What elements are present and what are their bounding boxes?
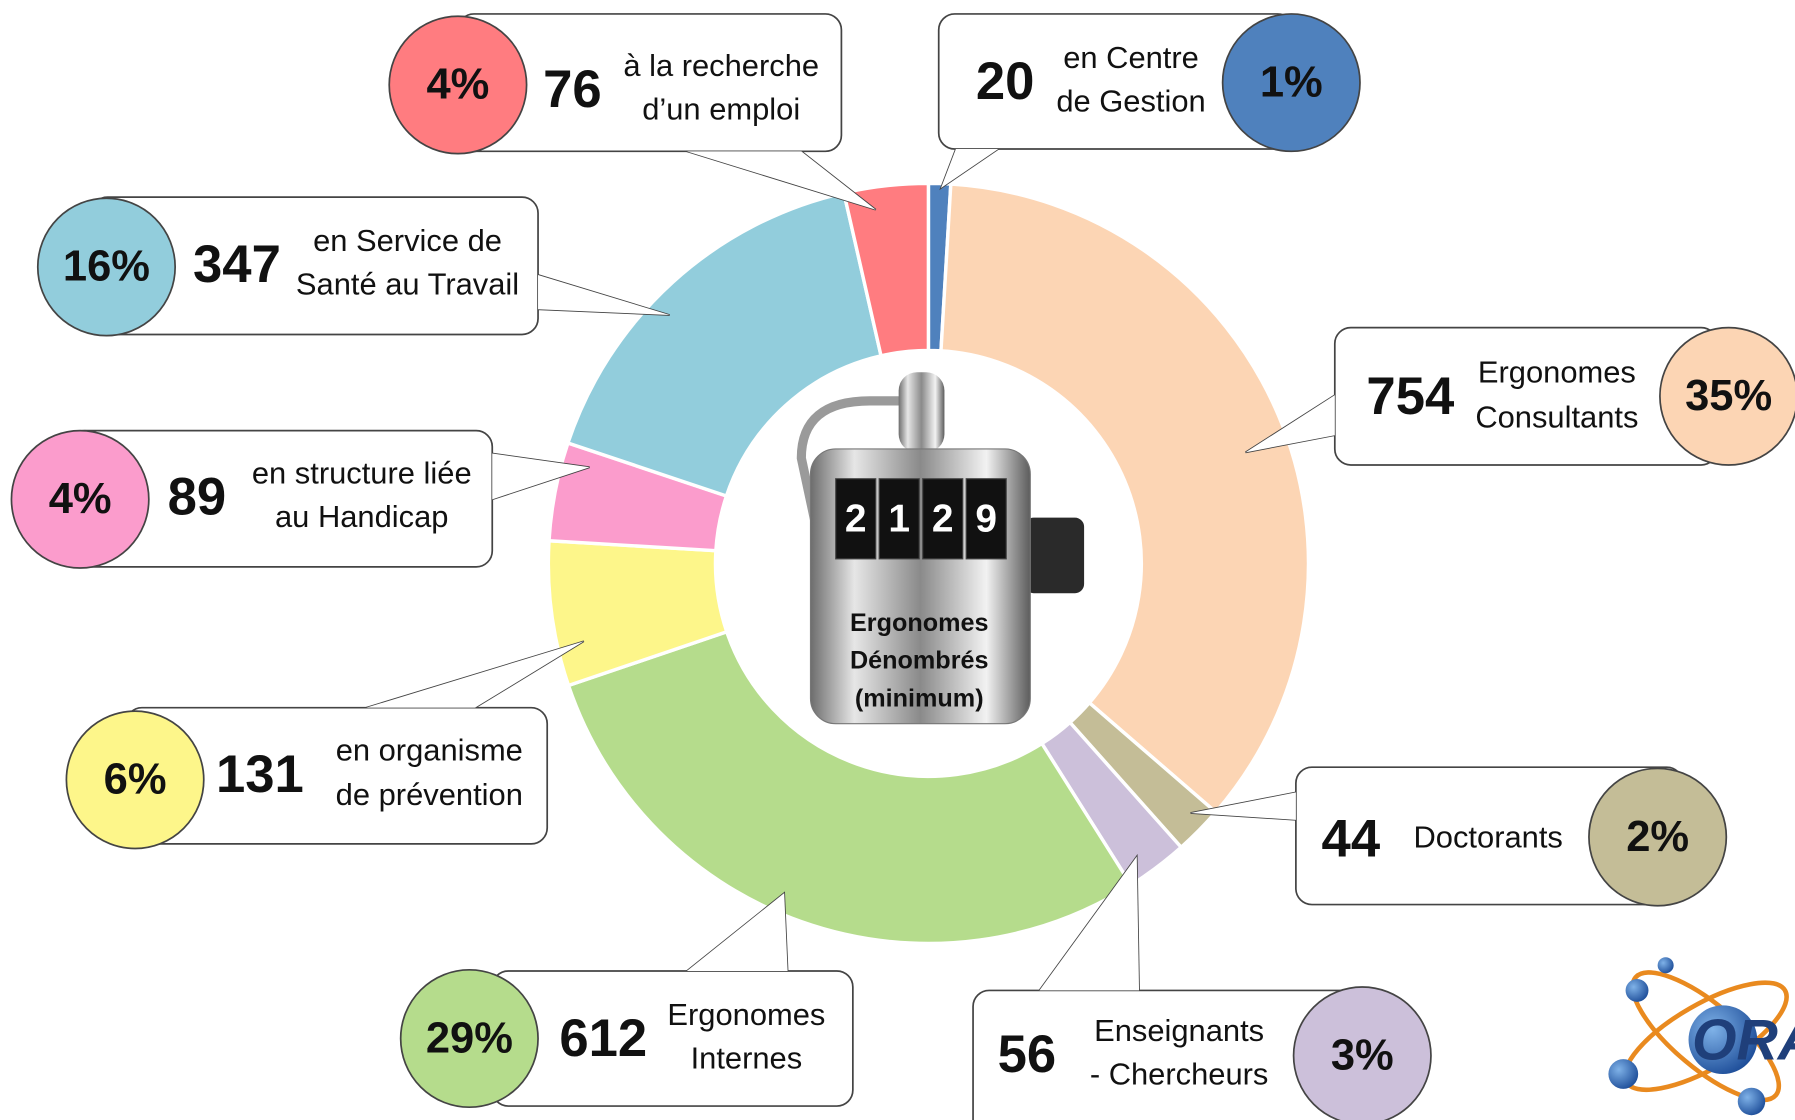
category-label: Santé au Travail — [296, 267, 519, 302]
counter-window — [835, 478, 877, 560]
donut-slice — [565, 190, 884, 499]
share-circle — [65, 710, 205, 850]
share-label: 2% — [1626, 813, 1689, 861]
callout: 35% 754 Ergonomes Consultants — [1245, 326, 1795, 466]
category-label: d’un emploi — [642, 91, 800, 126]
counter-window — [965, 478, 1007, 560]
share-label: 1% — [1260, 58, 1323, 106]
share-circle — [388, 15, 528, 155]
logo-electron — [1608, 1059, 1639, 1089]
value-label: 20 — [976, 52, 1035, 111]
category-label: de prévention — [336, 777, 523, 812]
category-label: Doctorants — [1414, 819, 1563, 854]
callouts: 1% 20 en Centre de Gestion 35% 754 Ergonomes Co… — [10, 13, 1795, 1120]
callout-pointer-join — [1039, 856, 1140, 991]
callout: 4% 76 à la recherche d’un emploi — [388, 13, 877, 211]
category-label: en structure liée — [252, 455, 472, 490]
share-circle — [1659, 326, 1795, 466]
callout: 4% 89 en structure liée au Handicap — [10, 429, 590, 569]
value-label: 76 — [543, 60, 602, 119]
value-label: 754 — [1366, 367, 1454, 426]
value-label: 131 — [216, 745, 304, 804]
callout: 6% 131 en organisme de prévention — [65, 640, 585, 850]
counter-digit: 2 — [932, 497, 954, 540]
logo-text: ORA — [1692, 1008, 1795, 1072]
share-label: 35% — [1685, 372, 1772, 420]
callout: 2% 44 Doctorants — [1190, 766, 1728, 907]
category-label: à la recherche — [623, 48, 819, 83]
category-label: au Handicap — [275, 499, 448, 534]
callout: 1% 20 en Centre de Gestion — [937, 13, 1361, 191]
category-label: Internes — [691, 1040, 803, 1075]
value-label: 44 — [1322, 810, 1381, 869]
category-label: Ergonomes — [1478, 355, 1636, 390]
callout-pointer-join — [941, 149, 999, 188]
category-label: Consultants — [1475, 399, 1638, 434]
callout-pointer-join — [492, 453, 590, 500]
center-label: Ergonomes — [850, 609, 988, 637]
share-label: 29% — [426, 1014, 513, 1062]
logo-nucleus — [1688, 1005, 1758, 1075]
callout-pointer-join — [1245, 395, 1335, 453]
share-label: 4% — [426, 61, 489, 109]
category-label: de Gestion — [1056, 83, 1205, 118]
counter-digit: 1 — [888, 497, 910, 540]
category-label: en Service de — [313, 223, 502, 258]
center-label: (minimum) — [855, 684, 984, 712]
share-label: 16% — [63, 243, 150, 291]
value-label: 612 — [559, 1009, 647, 1068]
category-label: - Chercheurs — [1090, 1056, 1269, 1091]
counter-window — [878, 478, 920, 560]
share-label: 3% — [1331, 1031, 1394, 1079]
share-circle — [36, 197, 177, 337]
callout-pointer-join — [538, 274, 670, 316]
share-circle — [1292, 986, 1432, 1120]
share-circle — [399, 968, 539, 1109]
counter-digit: 2 — [845, 497, 867, 540]
callout: 16% 347 en Service de Santé au Travail — [36, 196, 670, 337]
category-label: Ergonomes — [667, 997, 825, 1032]
logo-electron — [1625, 978, 1649, 1002]
callout-pointer-join — [1190, 792, 1296, 820]
share-label: 4% — [49, 475, 112, 523]
value-label: 347 — [193, 235, 281, 294]
counter-window — [922, 478, 964, 560]
counter-digit: 9 — [975, 497, 997, 540]
callout: 29% 612 Ergonomes Internes — [399, 891, 854, 1109]
callout-box — [491, 970, 854, 1107]
category-label: en organisme — [336, 732, 523, 767]
share-circle — [1221, 13, 1361, 153]
logo-electron — [1737, 1087, 1766, 1116]
callout: 3% 56 Enseignants - Chercheurs — [972, 853, 1432, 1120]
category-label: Enseignants — [1094, 1013, 1264, 1048]
value-label: 56 — [998, 1025, 1057, 1084]
share-label: 6% — [104, 756, 167, 804]
value-label: 89 — [168, 467, 227, 526]
callout-pointer-join — [686, 893, 788, 971]
counter-ring — [796, 396, 916, 540]
center-label: Dénombrés — [850, 647, 988, 675]
logo-electron — [1657, 957, 1674, 974]
logo: ORA — [1608, 957, 1795, 1116]
share-circle — [10, 429, 150, 569]
counter-knob — [1024, 517, 1085, 594]
category-label: en Centre — [1063, 40, 1199, 75]
share-circle — [1588, 767, 1728, 907]
counter-button — [898, 372, 945, 453]
